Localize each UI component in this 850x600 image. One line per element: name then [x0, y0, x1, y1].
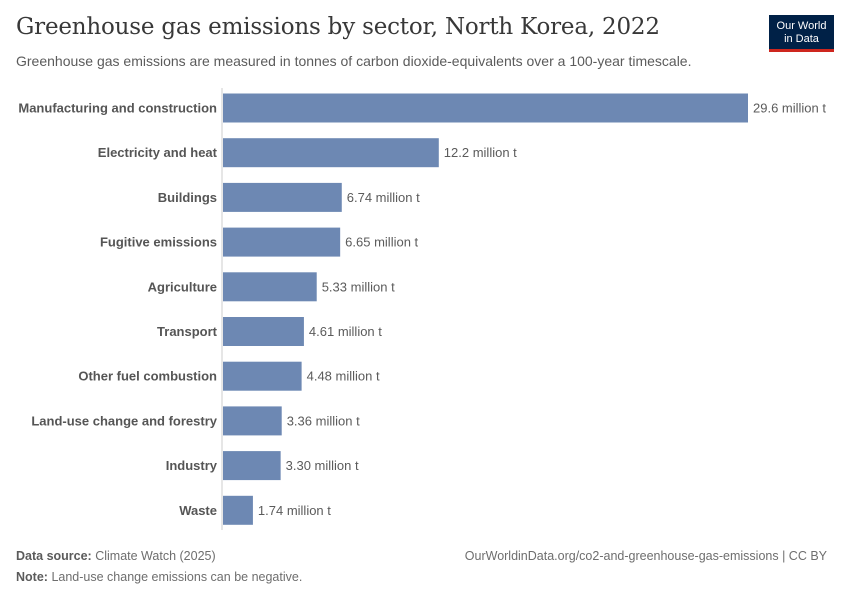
value-label: 4.48 million t [307, 369, 380, 384]
category-label: Buildings [158, 190, 217, 205]
bar[interactable] [223, 406, 282, 436]
category-label: Agriculture [148, 279, 217, 294]
note: Note: Land-use change emissions can be n… [16, 570, 302, 584]
bar[interactable] [223, 93, 748, 123]
bar[interactable] [223, 138, 439, 168]
chart-subtitle: Greenhouse gas emissions are measured in… [16, 53, 692, 69]
chart-title: Greenhouse gas emissions by sector, Nort… [16, 14, 660, 40]
owid-logo[interactable]: Our World in Data [769, 15, 834, 52]
bar[interactable] [223, 361, 302, 391]
category-label: Fugitive emissions [100, 235, 217, 250]
value-label: 12.2 million t [444, 145, 517, 160]
bar[interactable] [223, 272, 317, 302]
data-source-label: Data source: [16, 549, 92, 563]
bar[interactable] [223, 227, 341, 257]
logo-line-2: in Data [784, 33, 819, 45]
bar[interactable] [223, 182, 342, 212]
bar[interactable] [223, 451, 281, 481]
value-label: 29.6 million t [753, 101, 826, 116]
category-label: Land-use change and forestry [31, 413, 217, 428]
bar[interactable] [223, 495, 253, 525]
note-text: Land-use change emissions can be negativ… [51, 570, 303, 584]
value-label: 3.36 million t [287, 413, 360, 428]
value-label: 3.30 million t [286, 458, 359, 473]
bar-chart: Manufacturing and construction 29.6 milli… [18, 88, 826, 530]
bar[interactable] [223, 317, 304, 346]
source-url-link[interactable]: OurWorldinData.org/co2-and-greenhouse-ga… [464, 549, 827, 563]
value-label: 6.74 million t [347, 190, 420, 205]
logo-line-1: Our World [776, 20, 827, 32]
value-label: 5.33 million t [322, 279, 395, 294]
category-label: Industry [166, 458, 218, 473]
value-label: 6.65 million t [345, 235, 418, 250]
value-label: 4.61 million t [309, 324, 382, 339]
data-source: Data source: Climate Watch (2025) [16, 549, 216, 563]
category-label: Other fuel combustion [78, 369, 217, 384]
category-label: Waste [179, 503, 217, 518]
data-source-link[interactable]: Climate Watch (2025) [95, 549, 216, 563]
note-label: Note: [16, 570, 48, 584]
category-label: Electricity and heat [98, 145, 218, 160]
category-label: Transport [157, 324, 218, 339]
category-label: Manufacturing and construction [18, 101, 217, 116]
value-label: 1.74 million t [258, 503, 331, 518]
